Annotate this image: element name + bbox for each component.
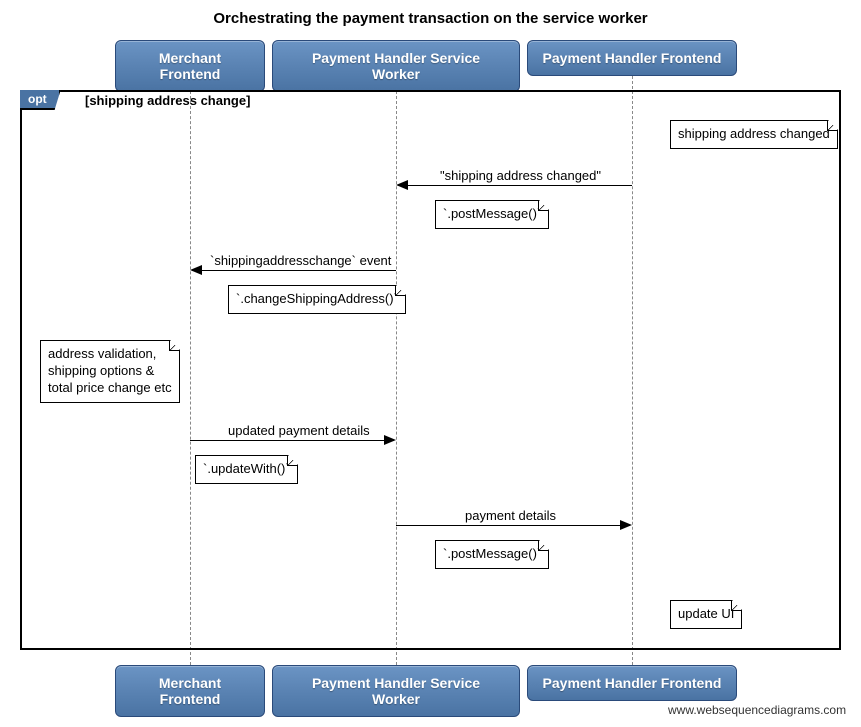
arrowhead-payment-details — [620, 520, 632, 530]
opt-condition: [shipping address change] — [85, 93, 250, 108]
arrow-shipping-changed — [398, 185, 632, 186]
watermark: www.websequencediagrams.com — [668, 703, 846, 717]
arrow-payment-details — [396, 525, 630, 526]
msg-shippingaddresschange-event: `shippingaddresschange` event — [210, 253, 391, 268]
note-updatewith: `.updateWith()` — [195, 455, 298, 484]
msg-updated-payment-details: updated payment details — [228, 423, 370, 438]
participant-handler-frontend-bottom: Payment Handler Frontend — [527, 665, 737, 701]
participant-service-worker-bottom: Payment Handler Service Worker — [272, 665, 520, 717]
participant-merchant-bottom: Merchant Frontend — [115, 665, 265, 717]
arrowhead-shipping-changed — [396, 180, 408, 190]
arrow-updated-payment — [190, 440, 394, 441]
note-changeshippingaddress: `.changeShippingAddress()` — [228, 285, 406, 314]
participant-service-worker-top: Payment Handler Service Worker — [272, 40, 520, 92]
msg-shipping-changed: "shipping address changed" — [440, 168, 601, 183]
participant-handler-frontend-top: Payment Handler Frontend — [527, 40, 737, 76]
opt-label: opt — [20, 90, 61, 110]
note-update-ui: update UI — [670, 600, 742, 629]
note-postmessage-1: `.postMessage()` — [435, 200, 549, 229]
note-line-3: total price change etc — [48, 380, 172, 397]
arrowhead-shippingaddresschange — [190, 265, 202, 275]
note-line-1: address validation, — [48, 346, 172, 363]
msg-payment-details: payment details — [465, 508, 556, 523]
note-address-validation: address validation, shipping options & t… — [40, 340, 180, 403]
note-line-2: shipping options & — [48, 363, 172, 380]
sequence-diagram: Orchestrating the payment transaction on… — [10, 10, 851, 717]
diagram-title: Orchestrating the payment transaction on… — [10, 10, 851, 27]
participant-merchant-top: Merchant Frontend — [115, 40, 265, 92]
arrow-shippingaddresschange — [192, 270, 396, 271]
arrowhead-updated-payment — [384, 435, 396, 445]
note-postmessage-2: `.postMessage()` — [435, 540, 549, 569]
note-shipping-changed: shipping address changed — [670, 120, 838, 149]
